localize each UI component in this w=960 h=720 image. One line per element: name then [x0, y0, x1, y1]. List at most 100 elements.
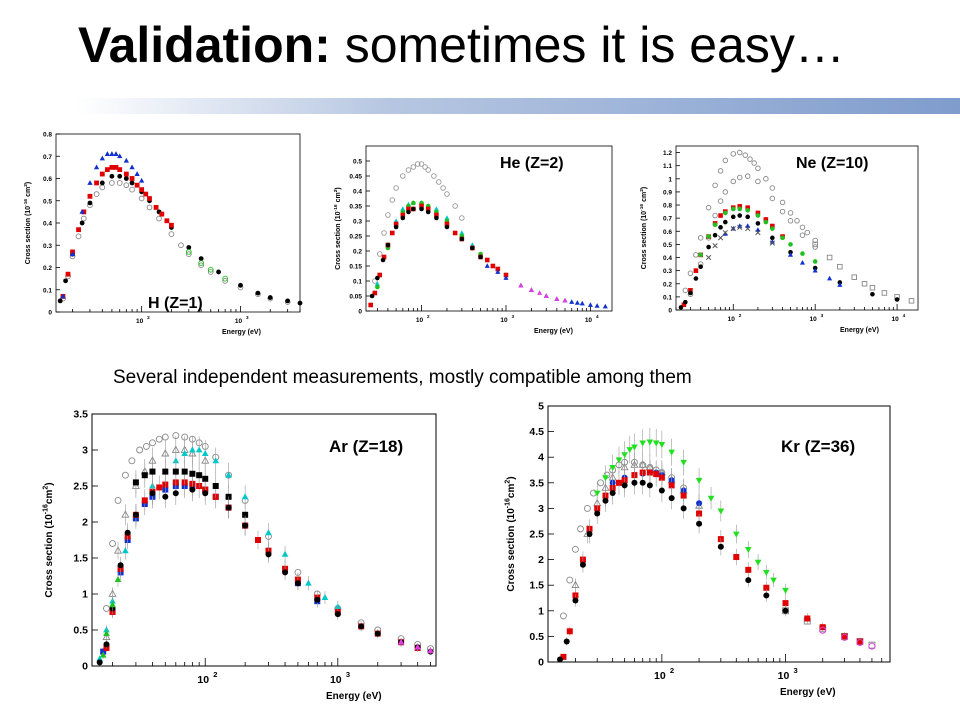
- x-tick-exponent: 2: [739, 313, 742, 318]
- x-axis-label: Energy (eV): [222, 329, 261, 336]
- data-point: [381, 254, 387, 260]
- x-tick-label: 10: [728, 316, 736, 323]
- series-5: [678, 213, 900, 310]
- y-tick-label: 0.2: [43, 265, 52, 272]
- data-point: [149, 490, 156, 497]
- data-point: [744, 546, 752, 553]
- y-tick-label: 1: [668, 176, 672, 183]
- data-point: [658, 474, 665, 481]
- x-tick-label: 10: [416, 317, 424, 324]
- data-point: [680, 492, 687, 499]
- slide-title-rest: sometimes it is easy…: [330, 17, 845, 73]
- data-point: [693, 268, 699, 273]
- data-point: [459, 215, 465, 221]
- data-point: [631, 479, 638, 486]
- data-point: [763, 570, 770, 576]
- data-point: [410, 164, 417, 170]
- data-point: [717, 168, 724, 174]
- data-point: [459, 230, 465, 235]
- data-point: [577, 525, 584, 533]
- data-point: [117, 173, 123, 179]
- data-point: [380, 257, 386, 263]
- y-tick-label: 0.2: [663, 281, 672, 288]
- data-point: [712, 222, 718, 228]
- data-point: [374, 630, 381, 637]
- series-4: [185, 249, 229, 282]
- data-point: [155, 435, 163, 443]
- series-6: [722, 223, 843, 287]
- data-point: [706, 244, 711, 250]
- data-point: [794, 218, 800, 224]
- y-tick-label: 0.7: [43, 154, 52, 161]
- x-tick-label: 10: [778, 670, 790, 682]
- data-point: [375, 284, 380, 290]
- data-point: [574, 300, 580, 305]
- data-point: [478, 254, 483, 260]
- plot-frame: [55, 133, 301, 313]
- data-point: [698, 264, 703, 270]
- series-3: [593, 427, 789, 597]
- x-tick-label: 10: [136, 318, 144, 325]
- data-point: [305, 579, 312, 586]
- data-point: [763, 592, 770, 599]
- data-point: [763, 584, 770, 591]
- series-5: [132, 458, 249, 526]
- data-point: [755, 229, 761, 236]
- panel-label: Kr (Z=36): [781, 437, 855, 456]
- y-tick-label: 2.5: [73, 481, 88, 493]
- data-point: [198, 256, 204, 261]
- data-point: [730, 226, 736, 232]
- series-1: [687, 173, 818, 298]
- x-tick-label: 10: [654, 670, 666, 682]
- data-point: [94, 180, 99, 186]
- data-point: [385, 212, 391, 218]
- data-point: [745, 566, 752, 573]
- data-point: [799, 224, 806, 231]
- data-point: [368, 302, 373, 308]
- y-tick-label: 0: [358, 309, 362, 316]
- data-point: [122, 547, 129, 554]
- data-point: [103, 630, 110, 636]
- data-point: [222, 278, 229, 284]
- data-point: [202, 490, 209, 497]
- data-point: [754, 559, 762, 566]
- y-tick-label: 0.5: [43, 198, 52, 205]
- data-point: [162, 468, 169, 475]
- data-point: [96, 659, 103, 666]
- data-point: [770, 223, 775, 229]
- data-point: [730, 214, 736, 220]
- data-point: [87, 180, 93, 185]
- data-point: [444, 215, 450, 220]
- data-point: [737, 224, 743, 230]
- data-point: [425, 167, 431, 173]
- data-point: [113, 164, 119, 170]
- data-point: [393, 218, 399, 223]
- x-axis-label: Energy (eV): [534, 328, 573, 335]
- data-point: [161, 433, 169, 441]
- data-point: [712, 243, 718, 249]
- data-point: [503, 272, 509, 278]
- data-point: [109, 173, 115, 179]
- data-point: [696, 510, 703, 517]
- y-tick-label: 0.3: [663, 268, 672, 275]
- series-3: [368, 203, 509, 308]
- data-point: [560, 653, 567, 660]
- data-point: [129, 186, 135, 193]
- data-point: [265, 551, 272, 558]
- x-tick-exponent: 3: [346, 670, 350, 679]
- data-point: [470, 245, 475, 251]
- data-point: [751, 160, 757, 166]
- data-point: [826, 254, 833, 261]
- y-axis-label: Cross section (10-16cm2): [505, 476, 518, 591]
- data-point: [406, 206, 411, 212]
- y-tick-label: 0: [538, 657, 544, 669]
- data-point: [444, 191, 450, 197]
- data-point: [780, 235, 785, 241]
- data-point: [484, 263, 490, 268]
- data-point: [162, 493, 169, 500]
- data-point: [102, 632, 111, 641]
- data-point: [718, 225, 723, 230]
- data-point: [787, 218, 794, 224]
- data-point: [393, 224, 399, 230]
